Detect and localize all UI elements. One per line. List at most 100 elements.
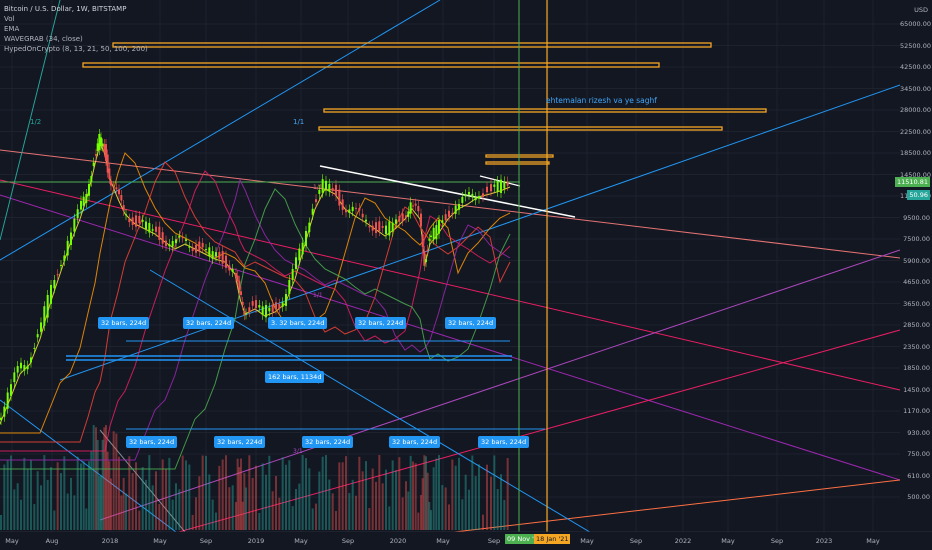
volume-bar <box>100 476 102 530</box>
volume-bar <box>335 510 337 530</box>
y-axis-tick-label: 65000.00 <box>900 20 932 28</box>
volume-bar <box>348 493 351 530</box>
volume-bar <box>378 455 381 530</box>
x-axis[interactable] <box>0 532 932 550</box>
volume-bar <box>195 497 197 530</box>
volume-bar <box>298 483 301 530</box>
volume-bar <box>125 493 127 530</box>
volume-bar <box>211 499 214 530</box>
volume-bar <box>10 455 12 530</box>
legend-item-ema[interactable]: EMA <box>4 25 20 33</box>
legend-item-wavegrab[interactable]: WAVEGRAB (34, close) <box>4 35 83 43</box>
volume-bar <box>243 472 246 530</box>
volume-bar <box>241 501 244 530</box>
volume-bar <box>301 455 304 530</box>
range-tag-bottom-3[interactable]: 32 bars, 224d <box>302 436 354 448</box>
volume-bar <box>46 479 49 530</box>
volume-bar <box>36 471 39 530</box>
fib-label-one-b: 1/1 <box>313 184 323 191</box>
volume-bar <box>438 455 440 530</box>
volume-bar <box>420 495 422 530</box>
volume-bar <box>308 468 311 530</box>
legend-item-vol[interactable]: Vol <box>4 15 15 23</box>
volume-bar <box>231 485 234 530</box>
volume-bar <box>103 427 106 530</box>
volume-bar <box>503 500 506 530</box>
range-tag-bottom-2[interactable]: 32 bars, 224d <box>214 436 266 448</box>
volume-bar <box>128 456 131 530</box>
note-annotation[interactable]: ehtemalan rizesh va ye saghf <box>546 96 657 105</box>
volume-bar <box>235 502 237 530</box>
volume-bar <box>341 462 344 530</box>
volume-bar <box>30 459 32 530</box>
range-tag-bottom-1[interactable]: 32 bars, 224d <box>126 436 178 448</box>
range-tag-top-4[interactable]: 32 bars, 224d <box>355 317 407 329</box>
range-tag-bottom-4[interactable]: 32 bars, 224d <box>389 436 441 448</box>
volume-bar <box>486 464 488 530</box>
volume-bar <box>236 458 239 530</box>
volume-bar <box>255 465 257 530</box>
y-axis-tick-label: 7500.00 <box>903 235 930 243</box>
volume-bar <box>115 433 118 530</box>
volume-bar <box>85 508 88 530</box>
volume-bar <box>101 439 104 530</box>
volume-bar <box>441 485 444 530</box>
range-tag-top-1[interactable]: 32 bars, 224d <box>98 317 150 329</box>
volume-bar <box>425 456 427 530</box>
volume-bar <box>76 456 79 530</box>
fib-label-one-c: 1/1 <box>313 292 323 299</box>
volume-bar <box>3 464 6 530</box>
volume-bar <box>351 479 354 530</box>
volume-bar <box>478 464 480 530</box>
volume-bar <box>271 491 274 530</box>
volume-bar <box>385 469 387 530</box>
volume-bar <box>409 455 412 530</box>
y-axis-tick-label: 2350.00 <box>903 342 930 351</box>
volume-bar <box>318 471 321 530</box>
fib-fan-line-5 <box>149 269 621 550</box>
resistance-zone-14500b <box>485 161 550 165</box>
y-axis-tick-label: 930.00 <box>907 428 930 437</box>
volume-bar <box>151 485 154 530</box>
volume-bar <box>66 493 69 530</box>
volume-bar <box>500 474 502 530</box>
volume-bar <box>474 476 477 530</box>
x-axis-tick-label: 2022 <box>674 537 692 545</box>
volume-bar <box>245 487 247 530</box>
volume-bar <box>148 455 151 530</box>
moving-average-line <box>0 142 511 425</box>
y-axis-currency: USD <box>914 6 928 14</box>
volume-bar <box>106 451 109 530</box>
moving-average-line <box>0 152 511 434</box>
x-axis-tick-label: Aug <box>45 537 59 545</box>
y-axis-tick-label: 1170.00 <box>903 407 930 415</box>
legend-item-hypedoncrypto[interactable]: HypedOnCrypto (8, 13, 21, 50, 100, 200) <box>4 45 148 53</box>
range-tag-top-2[interactable]: 32 bars, 224d <box>183 317 235 329</box>
volume-bar <box>405 481 407 530</box>
range-tag-bottom-5[interactable]: 32 bars, 224d <box>478 436 530 448</box>
volume-bar <box>407 491 410 530</box>
y-axis-tick-label: 42500.00 <box>900 63 932 71</box>
volume-bar <box>88 461 90 530</box>
range-measures <box>66 340 545 430</box>
x-axis-tick-label: May <box>721 537 735 545</box>
volume-bar <box>201 455 204 530</box>
x-axis-tick-label: 2018 <box>101 537 119 545</box>
volume-bar <box>188 464 191 530</box>
volume-bar <box>281 457 284 530</box>
volume-bar <box>321 456 324 530</box>
volume-bar <box>90 451 93 530</box>
volume-bar <box>285 464 287 530</box>
range-tag-top-3[interactable]: 3. 32 bars, 224d <box>268 317 328 329</box>
y-axis-tick-label: 34500.00 <box>900 84 932 93</box>
volume-bar <box>98 476 101 530</box>
range-tag-top-5[interactable]: 32 bars, 224d <box>445 317 497 329</box>
volume-bar <box>458 457 460 530</box>
fib-fan-line-4 <box>0 399 201 550</box>
volume-bar <box>218 465 221 530</box>
trend-line-red-1 <box>0 149 901 259</box>
range-tag-mid[interactable]: 162 bars, 1134d <box>265 371 325 383</box>
volume-bar <box>6 460 9 530</box>
x-axis-tick-label: 2023 <box>815 537 833 545</box>
